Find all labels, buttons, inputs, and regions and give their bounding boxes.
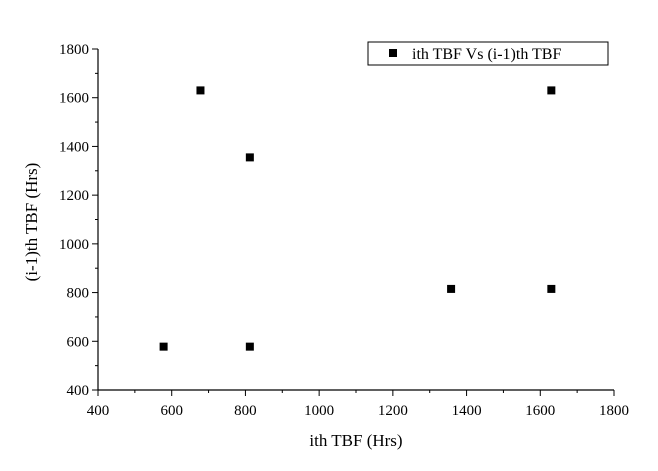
- y-tick-label: 1600: [59, 91, 89, 107]
- data-point: [159, 342, 168, 351]
- data-point: [245, 153, 254, 162]
- x-tick-label: 1200: [378, 403, 408, 419]
- x-axis-title: ith TBF (Hrs): [309, 431, 402, 450]
- x-tick-label: 1000: [304, 403, 334, 419]
- x-tick-label: 1600: [525, 403, 555, 419]
- x-tick-label: 800: [234, 403, 257, 419]
- y-tick-label: 1400: [59, 139, 89, 155]
- legend-label: ith TBF Vs (i-1)th TBF: [412, 46, 561, 63]
- x-tick-label: 1800: [599, 403, 629, 419]
- x-tick-label: 1400: [452, 403, 482, 419]
- legend-box: [367, 41, 609, 66]
- y-axis-title: (i-1)th TBF (Hrs): [22, 163, 41, 282]
- axes: [97, 49, 614, 391]
- y-ticks: 400 600 800 1000 1200 1400 1600 1800: [59, 42, 98, 399]
- data-point: [447, 284, 456, 293]
- data-point: [245, 342, 254, 351]
- legend-marker: [389, 49, 397, 57]
- y-tick-label: 1200: [59, 188, 89, 204]
- x-tick-label: 600: [160, 403, 183, 419]
- data-point: [196, 86, 205, 95]
- x-ticks: 400 600 800 1000 1200 1400 1600 1800: [87, 390, 629, 419]
- y-tick-label: 400: [67, 383, 90, 399]
- y-tick-label: 600: [67, 334, 90, 350]
- y-tick-label: 1800: [59, 42, 89, 58]
- data-points: [159, 86, 556, 351]
- data-point: [547, 284, 556, 293]
- y-tick-label: 1000: [59, 237, 89, 253]
- x-tick-label: 400: [87, 403, 110, 419]
- legend: ith TBF Vs (i-1)th TBF: [367, 41, 609, 66]
- y-tick-label: 800: [67, 286, 90, 302]
- data-point: [547, 86, 556, 95]
